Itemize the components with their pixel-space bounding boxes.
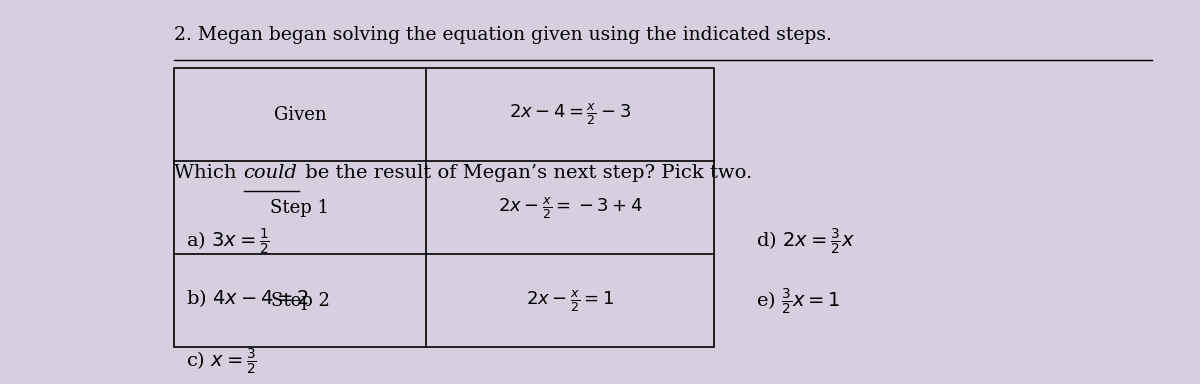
Bar (174, 68, 714, 348)
Text: $2x-4=\frac{x}{2}-3$: $2x-4=\frac{x}{2}-3$ (509, 102, 631, 127)
Text: Step 2: Step 2 (270, 292, 330, 310)
Text: $2x-\frac{x}{2}=1$: $2x-\frac{x}{2}=1$ (526, 288, 614, 314)
Text: Step 1: Step 1 (270, 199, 330, 217)
Text: Which: Which (174, 164, 242, 182)
Text: $2x-\frac{x}{2}=-3+4$: $2x-\frac{x}{2}=-3+4$ (498, 195, 642, 220)
Text: Given: Given (274, 106, 326, 124)
Text: b) $4x-4=2$: b) $4x-4=2$ (186, 287, 308, 309)
Text: a) $3x=\frac{1}{2}$: a) $3x=\frac{1}{2}$ (186, 227, 270, 257)
Text: could: could (244, 164, 298, 182)
Text: be the result of Megan’s next step? Pick two.: be the result of Megan’s next step? Pick… (299, 164, 752, 182)
Text: c) $x=\frac{3}{2}$: c) $x=\frac{3}{2}$ (186, 348, 257, 377)
Text: d) $2x=\frac{3}{2}x$: d) $2x=\frac{3}{2}x$ (756, 227, 854, 257)
Text: e) $\frac{3}{2}x=1$: e) $\frac{3}{2}x=1$ (756, 287, 840, 317)
Text: 2. Megan began solving the equation given using the indicated steps.: 2. Megan began solving the equation give… (174, 26, 832, 45)
